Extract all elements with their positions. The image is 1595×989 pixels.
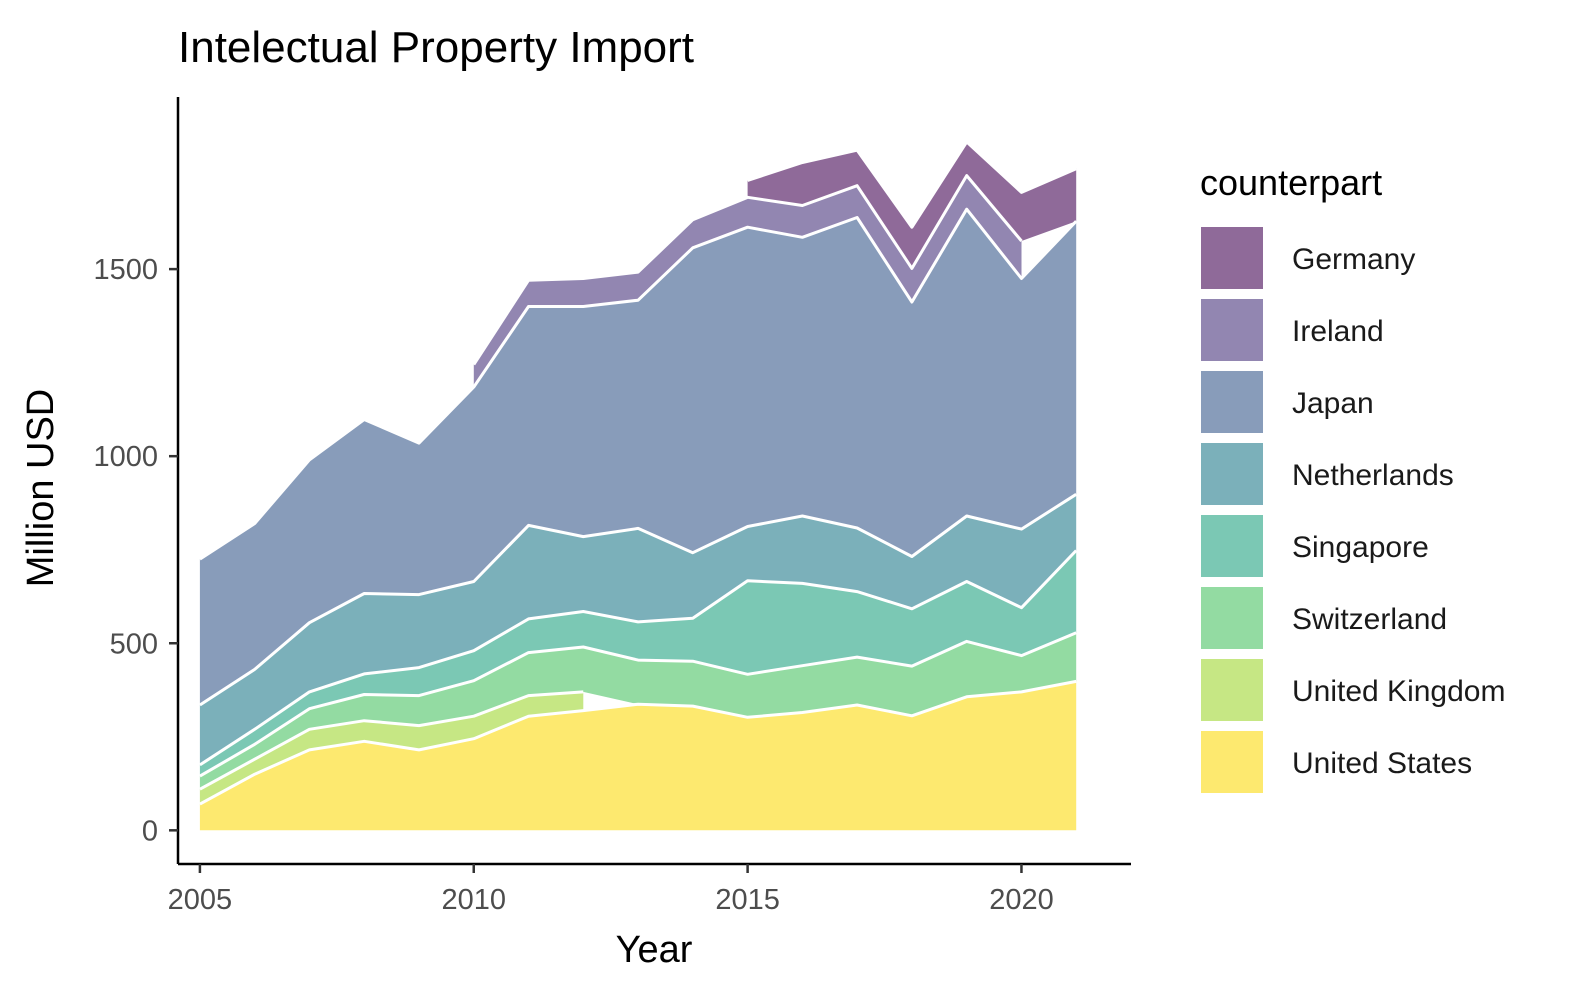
chart-title: Intelectual Property Import [178,23,694,72]
boundary-line-united-kingdom [199,690,584,791]
area-japan [199,209,1077,705]
boundary-line-germany [747,140,1077,229]
boundary-line-ireland [472,174,1023,366]
legend-label-united-states: United States [1292,747,1472,780]
legend-swatch-switzerland [1201,587,1263,649]
y-tick-label: 500 [110,628,158,660]
x-tick-label: 2020 [989,884,1054,916]
y-tick-label: 1000 [93,441,158,473]
legend-swatch-japan [1201,371,1263,433]
legend-swatch-ireland [1201,299,1263,361]
y-tick-label: 0 [142,815,158,847]
plot-boundary-lines [199,140,1078,806]
legend-label-germany: Germany [1292,243,1415,276]
boundary-line-japan [199,207,1078,561]
x-tick-label: 2010 [442,884,507,916]
legend-swatch-united-states [1201,731,1263,793]
y-axis-title: Million USD [20,389,62,587]
y-axis-ticks: 0 500 1000 1500 [93,254,178,847]
area-united-kingdom [199,691,584,805]
legend-label-japan: Japan [1292,387,1374,420]
legend: counterpart Germany Ireland Japan Netherlan… [1200,162,1505,793]
x-tick-label: 2015 [715,884,780,916]
legend-swatch-singapore [1201,515,1263,577]
y-tick-label: 1500 [93,254,158,286]
legend-label-singapore: Singapore [1292,531,1429,564]
legend-label-ireland: Ireland [1292,315,1384,348]
boundary-line-singapore [199,549,1078,767]
legend-swatch-germany [1201,227,1263,289]
legend-swatch-netherlands [1201,443,1263,505]
area-switzerland [199,632,1077,790]
x-axis-title: Year [616,929,693,971]
x-axis-ticks: 2005 2010 2015 2020 [168,864,1054,916]
legend-swatch-united-kingdom [1201,659,1263,721]
area-netherlands [199,494,1077,765]
boundary-line-united-states [199,679,1077,806]
legend-label-switzerland: Switzerland [1292,603,1447,636]
legend-label-united-kingdom: United Kingdom [1292,675,1505,708]
legend-items: Germany Ireland Japan Netherlands Singapore S… [1201,227,1505,793]
area-singapore [199,550,1077,777]
legend-title: counterpart [1200,162,1382,203]
boundary-line-netherlands [199,493,1078,707]
area-united-states [199,681,1077,831]
boundary-line-switzerland [199,631,1077,778]
x-tick-label: 2005 [168,884,233,916]
legend-label-netherlands: Netherlands [1292,459,1454,492]
area-germany [747,141,1077,269]
